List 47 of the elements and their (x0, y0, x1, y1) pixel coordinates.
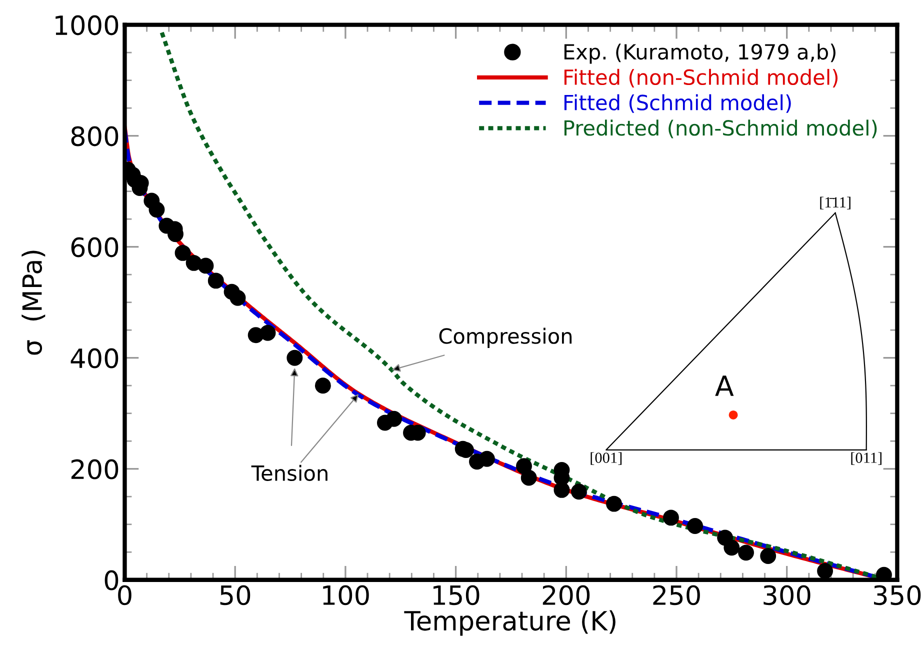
point (516, 458, 532, 474)
legend-label: Fitted (Schmid model) (564, 94, 791, 113)
annotation: [1̄11] (820, 196, 850, 210)
x-axis-title: Temperature (K) (404, 610, 616, 636)
point (817, 563, 834, 579)
point (478, 450, 495, 467)
x-tick-label: 50 (220, 585, 250, 606)
x-tick-label: 300 (764, 585, 810, 606)
legend-label: Predicted (non-Schmid model) (564, 120, 877, 138)
point (198, 258, 214, 274)
x-tick-label: 0 (118, 585, 132, 606)
point (687, 518, 704, 534)
y-tick-label: 600 (71, 237, 118, 258)
x-tick-label: 150 (434, 585, 480, 606)
point (314, 378, 331, 394)
legend-label: Fitted (non-Schmid model) (564, 68, 838, 88)
point (230, 290, 246, 306)
legend-label: Exp. (Kuramoto, 1979 a,b) (564, 44, 836, 64)
point (208, 272, 224, 289)
x-tick-label: 100 (323, 585, 369, 606)
point (174, 244, 191, 261)
point (286, 350, 303, 366)
y-tick-label: 0 (104, 570, 118, 590)
y-tick-label: 1000 (56, 15, 118, 36)
point (760, 548, 776, 564)
y-tick-label: 400 (70, 348, 118, 368)
x-tick-label: 350 (874, 585, 921, 606)
annotation: Tension (251, 464, 328, 482)
point (386, 410, 402, 427)
point (570, 484, 587, 500)
y-tick-label: 800 (71, 126, 118, 146)
point (148, 202, 165, 218)
point (260, 324, 276, 341)
y-tick-label: 200 (71, 459, 118, 480)
y-axis-title: σ (MPa) (22, 250, 46, 355)
annotation: A (715, 376, 734, 396)
point (606, 496, 622, 512)
x-tick-label: 200 (542, 585, 590, 606)
point (663, 510, 679, 526)
point (554, 482, 570, 498)
point (520, 470, 537, 486)
annotation: [001] (590, 452, 622, 465)
x-tick-label: 250 (653, 585, 700, 606)
point (724, 540, 740, 556)
point (738, 544, 754, 561)
annotation: Compression (439, 328, 572, 348)
annotation: [011] (851, 452, 882, 465)
